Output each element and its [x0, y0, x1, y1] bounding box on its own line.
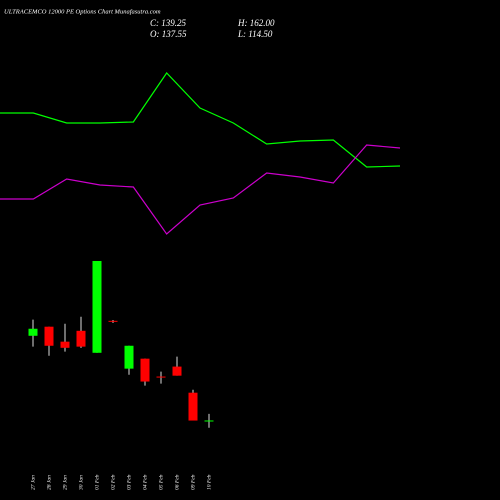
candle-body: [108, 320, 118, 322]
candle-body: [76, 330, 86, 347]
candle-body: [156, 376, 166, 378]
chart-title: ULTRACEMCO 12000 PE Options Chart Munafa…: [4, 8, 161, 15]
x-tick-label: 06 Feb: [174, 474, 180, 490]
indicator-line: [0, 72, 401, 168]
candle-body: [28, 328, 38, 336]
high-info: H: 162.00: [237, 18, 275, 28]
x-tick-label: 05 Feb: [158, 474, 164, 490]
x-tick-label: 02 Feb: [110, 474, 116, 490]
candle-body: [204, 420, 214, 422]
x-tick-label: 30 Jan: [78, 475, 84, 491]
close-info: C: 139.25: [150, 18, 187, 28]
candle-body: [140, 358, 150, 382]
x-tick-label: 09 Feb: [190, 474, 196, 490]
x-tick-label: 04 Feb: [141, 474, 148, 490]
low-info: L: 114.50: [237, 29, 273, 39]
candle-body: [44, 326, 54, 346]
candle-body: [188, 392, 198, 421]
x-tick-label: 28 Jan: [46, 475, 52, 490]
x-tick-label: 01 Feb: [94, 474, 100, 490]
candle-body: [172, 366, 182, 376]
candle-body: [124, 345, 134, 369]
x-tick-label: 27 Jan: [30, 475, 36, 490]
x-tick-label: 03 Feb: [126, 474, 132, 490]
candle-body: [92, 260, 102, 353]
x-tick-label: 29 Jan: [62, 475, 68, 490]
open-info: O: 137.55: [150, 29, 187, 39]
indicator-line: [0, 144, 401, 235]
x-tick-label: 10 Feb: [206, 474, 212, 490]
candle-body: [60, 341, 70, 348]
